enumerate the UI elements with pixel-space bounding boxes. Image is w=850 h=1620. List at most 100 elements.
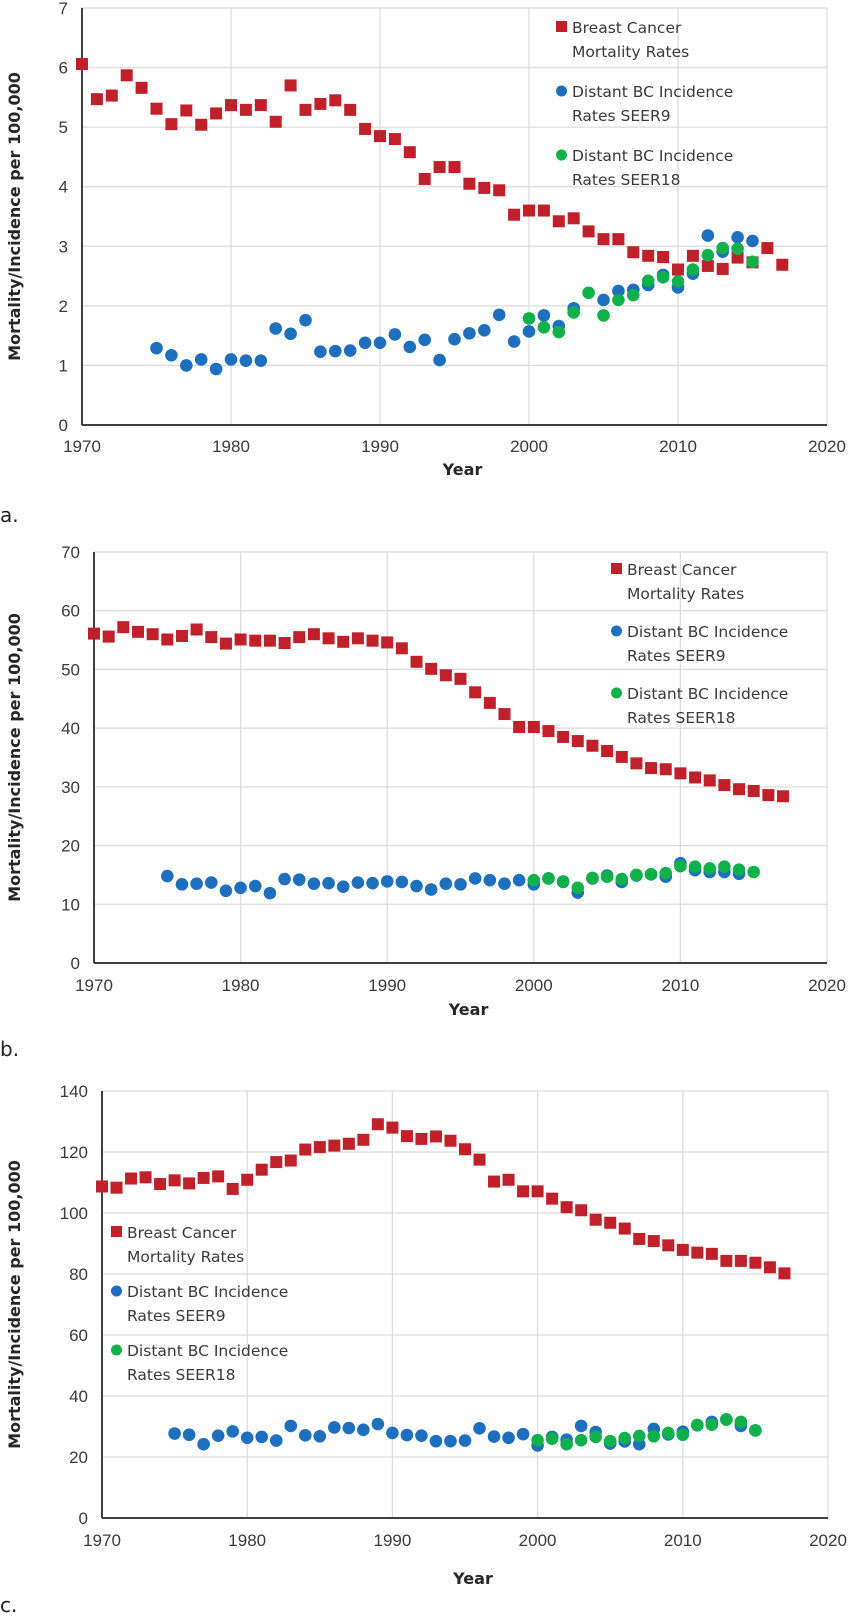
data-point-square <box>604 1216 617 1229</box>
data-point-square <box>284 79 297 92</box>
series-mortality <box>96 1118 791 1280</box>
data-point-square <box>146 628 159 641</box>
data-point-circle <box>487 1430 501 1443</box>
y-tick-label: 60 <box>61 602 80 621</box>
data-point-circle <box>478 323 491 337</box>
data-point-square <box>676 1243 689 1256</box>
data-point-circle <box>656 270 670 284</box>
data-point-circle <box>240 1431 254 1445</box>
data-point-square <box>241 1173 254 1186</box>
data-point-circle <box>612 293 625 307</box>
series-seer18 <box>531 1413 762 1451</box>
data-point-square <box>473 1153 486 1166</box>
x-tick-label: 2000 <box>519 1531 557 1550</box>
data-point-circle <box>194 353 208 366</box>
data-point-square <box>263 634 276 647</box>
data-point-circle <box>705 1418 719 1431</box>
data-point-circle <box>731 242 744 255</box>
data-point-square <box>351 632 364 645</box>
data-point-circle <box>537 321 551 334</box>
data-point-circle <box>299 313 312 327</box>
data-point-circle <box>284 327 297 341</box>
data-point-square <box>131 625 144 638</box>
legend-label: Distant BC Incidence <box>572 147 733 165</box>
data-point-square <box>175 629 188 642</box>
data-point-square <box>161 633 174 646</box>
data-point-circle <box>307 877 321 891</box>
data-point-circle <box>211 1429 225 1442</box>
data-point-circle <box>701 229 715 242</box>
data-point-square <box>612 233 625 246</box>
data-point-square <box>415 1132 428 1145</box>
data-point-square <box>454 672 467 685</box>
data-point-square <box>439 669 452 682</box>
data-point-square <box>630 757 643 770</box>
data-point-circle <box>560 1437 573 1451</box>
data-point-circle <box>749 1424 762 1437</box>
data-point-circle <box>418 333 432 347</box>
y-tick-label: 20 <box>69 1448 88 1467</box>
data-point-circle <box>674 859 687 873</box>
data-point-square <box>212 1170 225 1183</box>
legend-label: Rates SEER9 <box>627 647 726 665</box>
data-point-square <box>552 215 565 228</box>
data-point-circle <box>248 879 262 893</box>
data-point-square <box>523 204 535 217</box>
data-point-circle <box>615 872 629 886</box>
data-point-circle <box>647 1429 661 1443</box>
data-point-circle <box>298 1429 312 1442</box>
data-point-square <box>357 1133 370 1146</box>
data-point-square <box>777 790 790 803</box>
x-tick-label: 1990 <box>361 437 399 456</box>
data-point-circle <box>380 875 394 888</box>
y-tick-label: 50 <box>61 660 80 679</box>
data-point-square <box>498 708 511 721</box>
data-point-square <box>165 118 178 131</box>
y-tick-label: 10 <box>61 895 80 914</box>
data-point-circle <box>632 1429 646 1443</box>
series-mortality <box>76 57 789 276</box>
data-point-circle <box>492 308 506 322</box>
data-point-circle <box>527 873 541 887</box>
data-point-circle <box>343 344 357 357</box>
data-point-square <box>386 1121 399 1134</box>
data-point-square <box>761 242 774 255</box>
data-point-square <box>269 115 282 128</box>
panel-label: b. <box>0 1037 19 1061</box>
data-point-circle <box>424 883 438 896</box>
data-point-square <box>720 1254 733 1267</box>
data-point-circle <box>691 1418 704 1432</box>
legend-label: Mortality Rates <box>127 1248 244 1266</box>
data-point-square <box>701 259 714 272</box>
data-point-square <box>120 69 133 82</box>
data-point-circle <box>204 876 218 889</box>
data-point-circle <box>512 873 526 887</box>
data-point-circle <box>358 336 372 350</box>
data-point-circle <box>284 1419 298 1433</box>
data-point-circle <box>734 1415 748 1429</box>
data-point-square <box>517 1185 530 1198</box>
data-point-square <box>557 730 570 743</box>
y-tick-label: 40 <box>61 719 80 738</box>
data-point-circle <box>746 234 759 248</box>
data-point-square <box>627 246 640 259</box>
data-point-square <box>478 181 491 194</box>
data-point-circle <box>314 345 327 359</box>
data-point-square <box>226 1182 239 1195</box>
x-tick-label: 1990 <box>368 976 406 995</box>
y-tick-label: 3 <box>59 237 68 256</box>
y-tick-label: 7 <box>59 0 68 18</box>
y-tick-label: 70 <box>61 543 80 562</box>
data-point-square <box>642 249 655 262</box>
legend-label: Distant BC Incidence <box>127 1283 288 1301</box>
data-point-circle <box>718 860 731 874</box>
data-point-square <box>195 118 208 131</box>
data-point-circle <box>263 886 277 900</box>
data-point-circle <box>313 1429 327 1443</box>
x-tick-label: 1970 <box>75 976 113 995</box>
legend-label: Rates SEER18 <box>127 1366 235 1384</box>
data-point-circle <box>388 328 402 341</box>
data-point-circle <box>395 875 409 889</box>
data-point-square <box>691 1246 704 1259</box>
legend-marker-circle <box>611 687 622 699</box>
